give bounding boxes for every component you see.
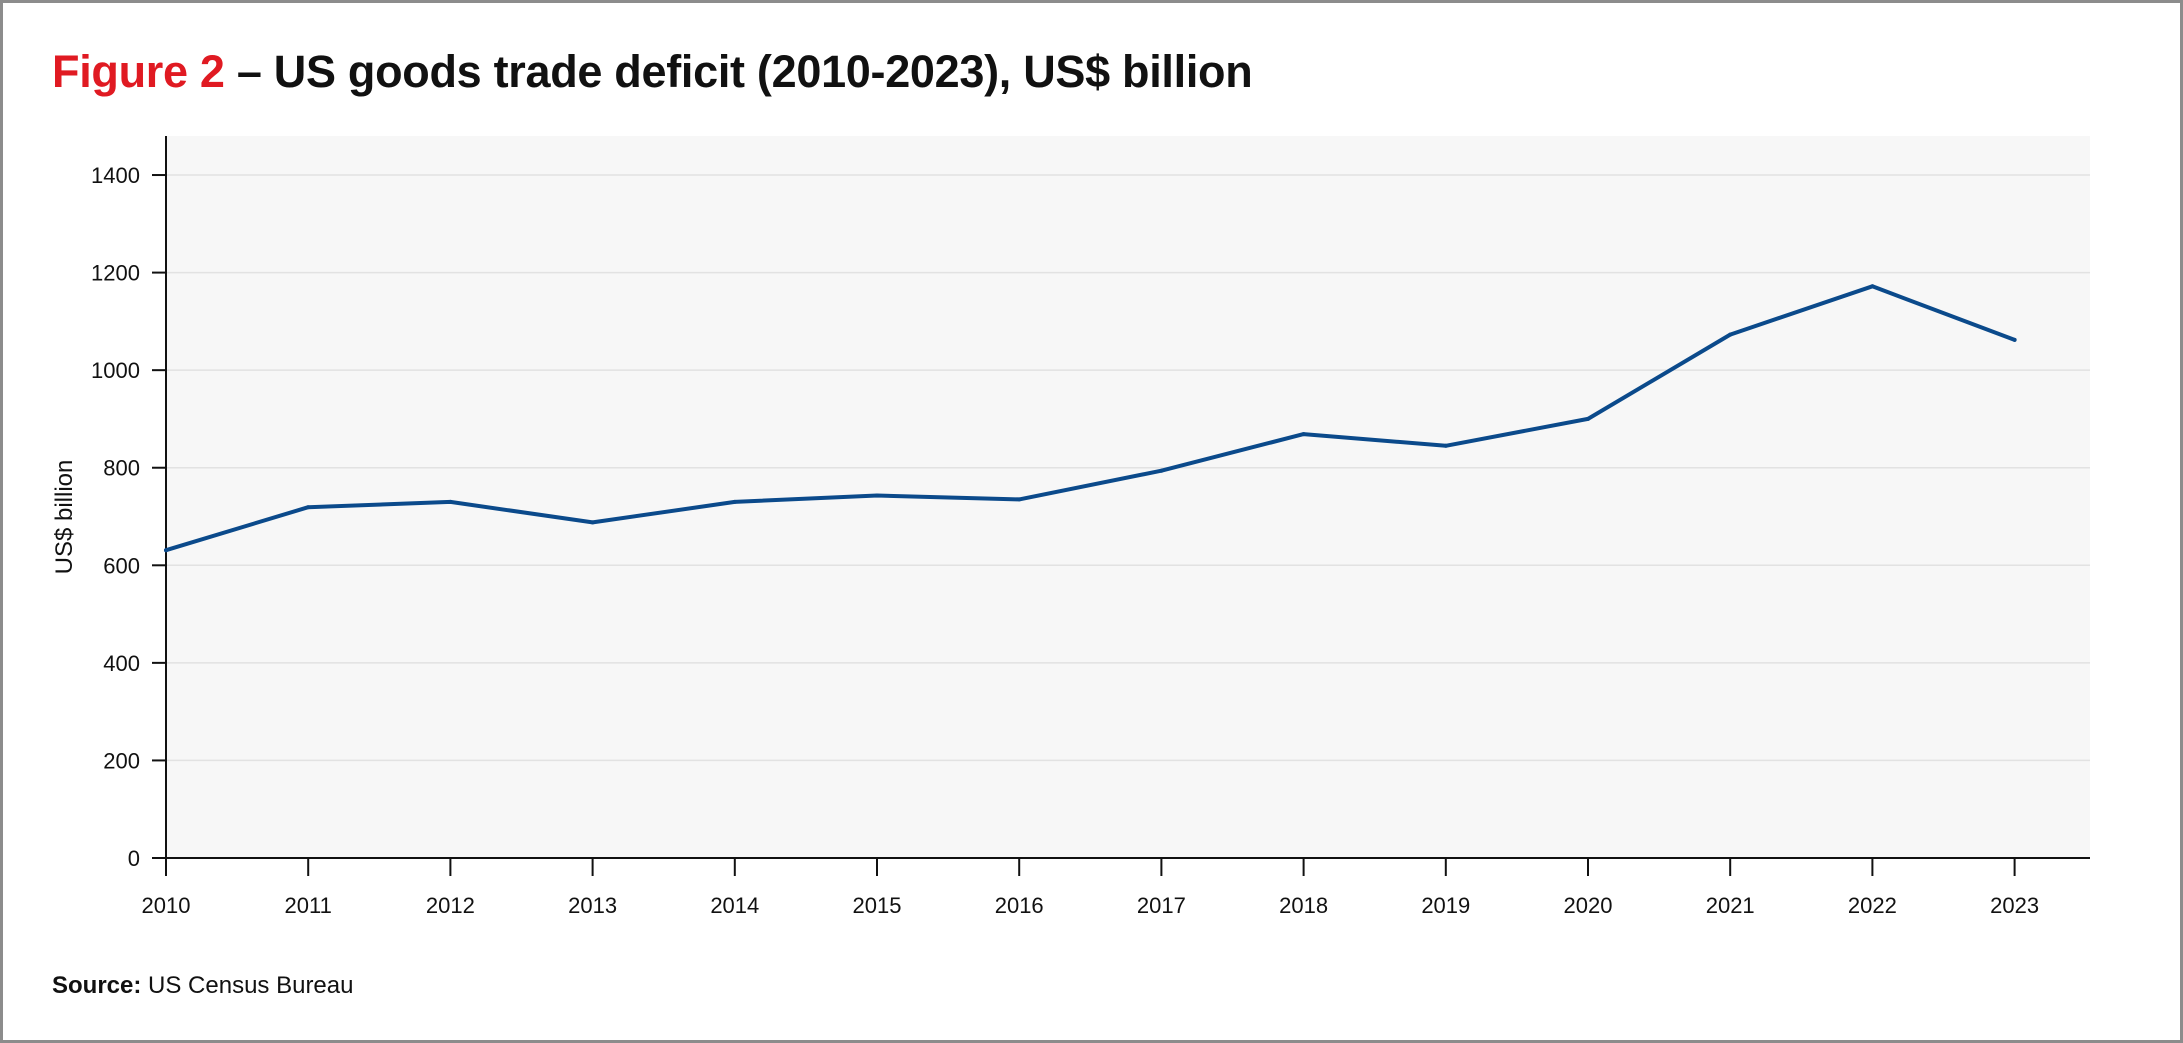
x-tick-label: 2014 [710, 893, 759, 918]
y-tick-label: 0 [128, 846, 140, 871]
x-tick-label: 2016 [995, 893, 1044, 918]
data-point [448, 499, 453, 504]
data-point [1443, 443, 1448, 448]
series-line [164, 284, 2017, 553]
data-point [1017, 497, 1022, 502]
data-point [1728, 332, 1733, 337]
x-tick-label: 2021 [1706, 893, 1755, 918]
y-tick-label: 1200 [91, 261, 140, 286]
figure-title: Figure 2 – US goods trade deficit (2010-… [52, 46, 1253, 98]
x-tick-label: 2023 [1990, 893, 2039, 918]
x-ticks: 2010 2011 2012 2013 2014 2015 2016 2017 2018 2019… [142, 858, 2039, 918]
x-tick-label: 2019 [1421, 893, 1470, 918]
y-ticks: 0 200 400 600 800 1000 1200 1400 [91, 163, 166, 871]
source-text: US Census Bureau [148, 972, 354, 999]
x-tick-label: 2011 [285, 893, 332, 918]
y-tick-label: 800 [103, 456, 140, 481]
series [164, 284, 2017, 553]
plot-area [166, 136, 2090, 858]
y-axis-title: US$ billion [51, 460, 78, 575]
figure-number: Figure 2 [52, 46, 225, 97]
data-point [1586, 416, 1590, 421]
figure-title-text: – US goods trade deficit (2010-2023), US… [236, 46, 1253, 97]
data-point [2012, 337, 2017, 342]
y-tick-label: 400 [103, 651, 140, 676]
x-tick-label: 2018 [1279, 893, 1328, 918]
data-point [1870, 284, 1875, 289]
data-point [875, 493, 879, 498]
x-tick-label: 2022 [1848, 893, 1897, 918]
x-tick-label: 2010 [142, 893, 191, 918]
y-tick-label: 1000 [91, 358, 140, 383]
source-label: Source: [52, 972, 142, 999]
x-tick-label: 2015 [853, 893, 902, 918]
y-tick-label: 1400 [91, 163, 140, 188]
x-tick-label: 2017 [1137, 893, 1186, 918]
gridlines [166, 174, 2090, 762]
x-tick-label: 2012 [426, 893, 475, 918]
data-point [732, 499, 737, 504]
data-point [1159, 468, 1164, 473]
y-tick-label: 200 [103, 748, 140, 773]
data-point [590, 520, 595, 525]
y-tick-label: 600 [103, 553, 140, 578]
data-point [164, 548, 168, 553]
x-tick-label: 2020 [1564, 893, 1613, 918]
source-note: Source: US Census Bureau [52, 972, 353, 1000]
data-point [306, 505, 311, 510]
x-tick-label: 2013 [568, 893, 617, 918]
axes [165, 136, 2090, 859]
data-point [1301, 432, 1306, 437]
